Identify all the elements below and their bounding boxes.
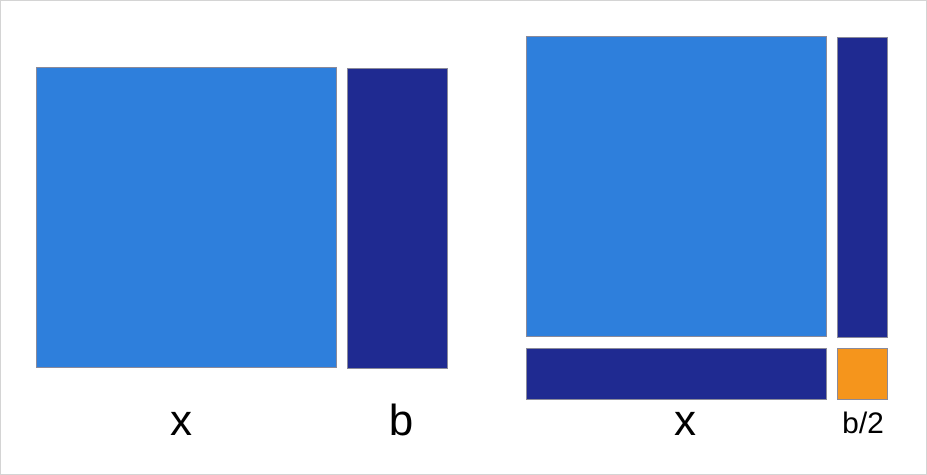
left-b-label: b xyxy=(388,396,414,445)
left-x-square xyxy=(36,67,337,368)
right-small-orange-square xyxy=(837,348,888,400)
right-x-label: x xyxy=(674,396,696,445)
left-b-rectangle xyxy=(347,68,448,369)
right-half-b-label: b/2 xyxy=(842,407,884,440)
right-vertical-half-rectangle xyxy=(837,37,888,338)
left-x-label: x xyxy=(170,396,192,445)
right-horizontal-half-rectangle xyxy=(526,348,827,400)
right-x-square xyxy=(526,36,827,337)
